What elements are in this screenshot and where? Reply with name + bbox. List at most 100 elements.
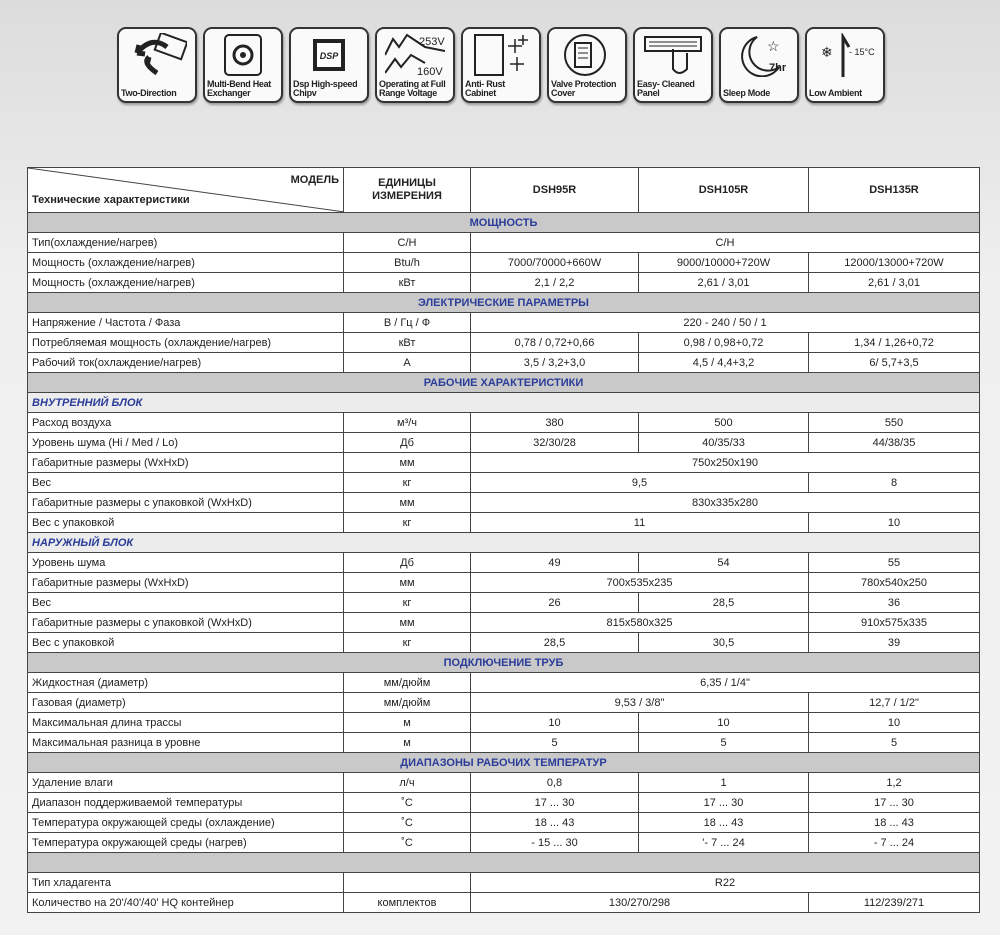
table-row: Уровень шума Дб 49 54 55	[27, 552, 980, 573]
table-row: Температура окружающей среды (охлаждение…	[27, 812, 980, 833]
spec-value: 5	[470, 732, 639, 753]
spec-value: 0,8	[470, 772, 639, 793]
spec-value: 10	[808, 512, 980, 533]
icon-caption: Multi-Bend Heat Exchanger	[207, 79, 271, 98]
spec-name: Габаритные размеры с упаковкой (WxHxD)	[27, 492, 344, 513]
header-diagonal-cell: МОДЕЛЬ Технические характеристики	[27, 167, 344, 213]
spec-unit: кг	[343, 632, 471, 653]
spec-value: 28,5	[470, 632, 639, 653]
spec-unit: Btu/h	[343, 252, 471, 273]
sleep-mode-icon: ☆ 7hr Sleep Mode	[719, 27, 799, 103]
section-title	[27, 852, 980, 873]
svg-text:253V: 253V	[419, 36, 445, 48]
subsection-header: НАРУЖНЫЙ БЛОК	[27, 532, 980, 553]
table-row: Напряжение / Частота / Фаза В / Гц / Ф 220…	[27, 312, 980, 333]
spec-value: - 7 ... 24	[808, 832, 980, 853]
spec-name: Количество на 20'/40'/40' HQ контейнер	[27, 892, 344, 913]
section-header: ПОДКЛЮЧЕНИЕ ТРУБ	[27, 652, 980, 673]
spec-name: Габаритные размеры с упаковкой (WxHxD)	[27, 612, 344, 633]
spec-value: 54	[638, 552, 809, 573]
spec-unit	[343, 872, 471, 893]
icon-caption: Easy- Cleaned Panel	[637, 79, 695, 98]
spec-value: 55	[808, 552, 980, 573]
table-row: Габаритные размеры (WxHxD) мм 700x535x235 7…	[27, 572, 980, 593]
spec-value: 0,78 / 0,72+0,66	[470, 332, 639, 353]
spec-name: Диапазон поддерживаемой температуры	[27, 792, 344, 813]
section-title: РАБОЧИЕ ХАРАКТЕРИСТИКИ	[27, 372, 980, 393]
spec-value: R22	[470, 872, 980, 893]
spec-value: 2,61 / 3,01	[638, 272, 809, 293]
spec-value: 815x580x325	[470, 612, 809, 633]
spec-value: 12000/13000+720W	[808, 252, 980, 273]
spec-unit: мм/дюйм	[343, 672, 471, 693]
low-ambient-icon: ❄ - 15°C Low Ambient	[805, 27, 885, 103]
spec-value: 1,34 / 1,26+0,72	[808, 332, 980, 353]
section-header: ДИАПАЗОНЫ РАБОЧИХ ТЕМПЕРАТУР	[27, 752, 980, 773]
spec-value: 30,5	[638, 632, 809, 653]
spec-value: 39	[808, 632, 980, 653]
model-header: DSH105R	[638, 167, 809, 213]
spec-name: Уровень шума	[27, 552, 344, 573]
spec-value: 40/35/33	[638, 432, 809, 453]
spec-value: 32/30/28	[470, 432, 639, 453]
spec-value: '- 7 ... 24	[638, 832, 809, 853]
section-title: МОЩНОСТЬ	[27, 212, 980, 233]
spec-unit: мм	[343, 612, 471, 633]
subsection-title: ВНУТРЕННИЙ БЛОК	[27, 392, 980, 413]
spec-value: 6/ 5,7+3,5	[808, 352, 980, 373]
svg-text:7hr: 7hr	[769, 62, 787, 74]
icon-caption: Low Ambient	[809, 88, 862, 98]
spec-unit: кг	[343, 472, 471, 493]
spec-value: 10	[470, 712, 639, 733]
spec-value: 2,1 / 2,2	[470, 272, 639, 293]
spec-name: Температура окружающей среды (нагрев)	[27, 832, 344, 853]
spec-name: Максимальная длина трассы	[27, 712, 344, 733]
spec-unit: ˚C	[343, 812, 471, 833]
spec-name: Газовая (диаметр)	[27, 692, 344, 713]
specs-label: Технические характеристики	[32, 194, 190, 206]
table-row: Газовая (диаметр) мм/дюйм 9,53 / 3/8" 12,7 …	[27, 692, 980, 713]
spec-value: 17 ... 30	[808, 792, 980, 813]
spec-value: 18 ... 43	[808, 812, 980, 833]
spec-unit: В / Гц / Ф	[343, 312, 471, 333]
spec-name: Тип хладагента	[27, 872, 344, 893]
spec-value: 3,5 / 3,2+3,0	[470, 352, 639, 373]
spec-table: МОДЕЛЬ Технические характеристики ЕДИНИЦ…	[27, 167, 980, 913]
spec-value: 5	[808, 732, 980, 753]
spec-unit: ˚C	[343, 832, 471, 853]
spec-value: 9,5	[470, 472, 809, 493]
model-label: МОДЕЛЬ	[290, 174, 339, 186]
spec-value: 6,35 / 1/4"	[470, 672, 980, 693]
spec-value: 17 ... 30	[638, 792, 809, 813]
spec-name: Тип(охлаждение/нагрев)	[27, 232, 344, 253]
table-header: МОДЕЛЬ Технические характеристики ЕДИНИЦ…	[27, 167, 980, 213]
spec-value: 18 ... 43	[470, 812, 639, 833]
spec-name: Вес с упаковкой	[27, 512, 344, 533]
table-row: Жидкостная (диаметр) мм/дюйм 6,35 / 1/4"	[27, 672, 980, 693]
spec-name: Температура окружающей среды (охлаждение…	[27, 812, 344, 833]
spec-name: Вес	[27, 592, 344, 613]
section-header: МОЩНОСТЬ	[27, 212, 980, 233]
spec-unit: мм/дюйм	[343, 692, 471, 713]
icon-caption: Anti- Rust Cabinet	[465, 79, 505, 98]
spec-value: 26	[470, 592, 639, 613]
table-row: Вес с упаковкой кг 28,5 30,5 39	[27, 632, 980, 653]
table-row: Мощность (охлаждение/нагрев) кВт 2,1 / 2,2…	[27, 272, 980, 293]
spec-value: 10	[808, 712, 980, 733]
spec-value: 5	[638, 732, 809, 753]
spec-value: 36	[808, 592, 980, 613]
spec-value: 7000/70000+660W	[470, 252, 639, 273]
table-row: Тип(охлаждение/нагрев) C/H C/H	[27, 232, 980, 253]
table-row: Мощность (охлаждение/нагрев) Btu/h 7000/70…	[27, 252, 980, 273]
spec-value: 9000/10000+720W	[638, 252, 809, 273]
two-direction-icon: Two-Direction	[117, 27, 197, 103]
spec-value: 2,61 / 3,01	[808, 272, 980, 293]
table-row: Вес с упаковкой кг 11 10	[27, 512, 980, 533]
table-row: Диапазон поддерживаемой температуры ˚C 17 …	[27, 792, 980, 813]
spec-name: Вес с упаковкой	[27, 632, 344, 653]
table-row: Количество на 20'/40'/40' HQ контейнер ко…	[27, 892, 980, 913]
spec-unit: л/ч	[343, 772, 471, 793]
spec-value: 910x575x335	[808, 612, 980, 633]
spec-name: Расход воздуха	[27, 412, 344, 433]
section-title: ЭЛЕКТРИЧЕСКИЕ ПАРАМЕТРЫ	[27, 292, 980, 313]
